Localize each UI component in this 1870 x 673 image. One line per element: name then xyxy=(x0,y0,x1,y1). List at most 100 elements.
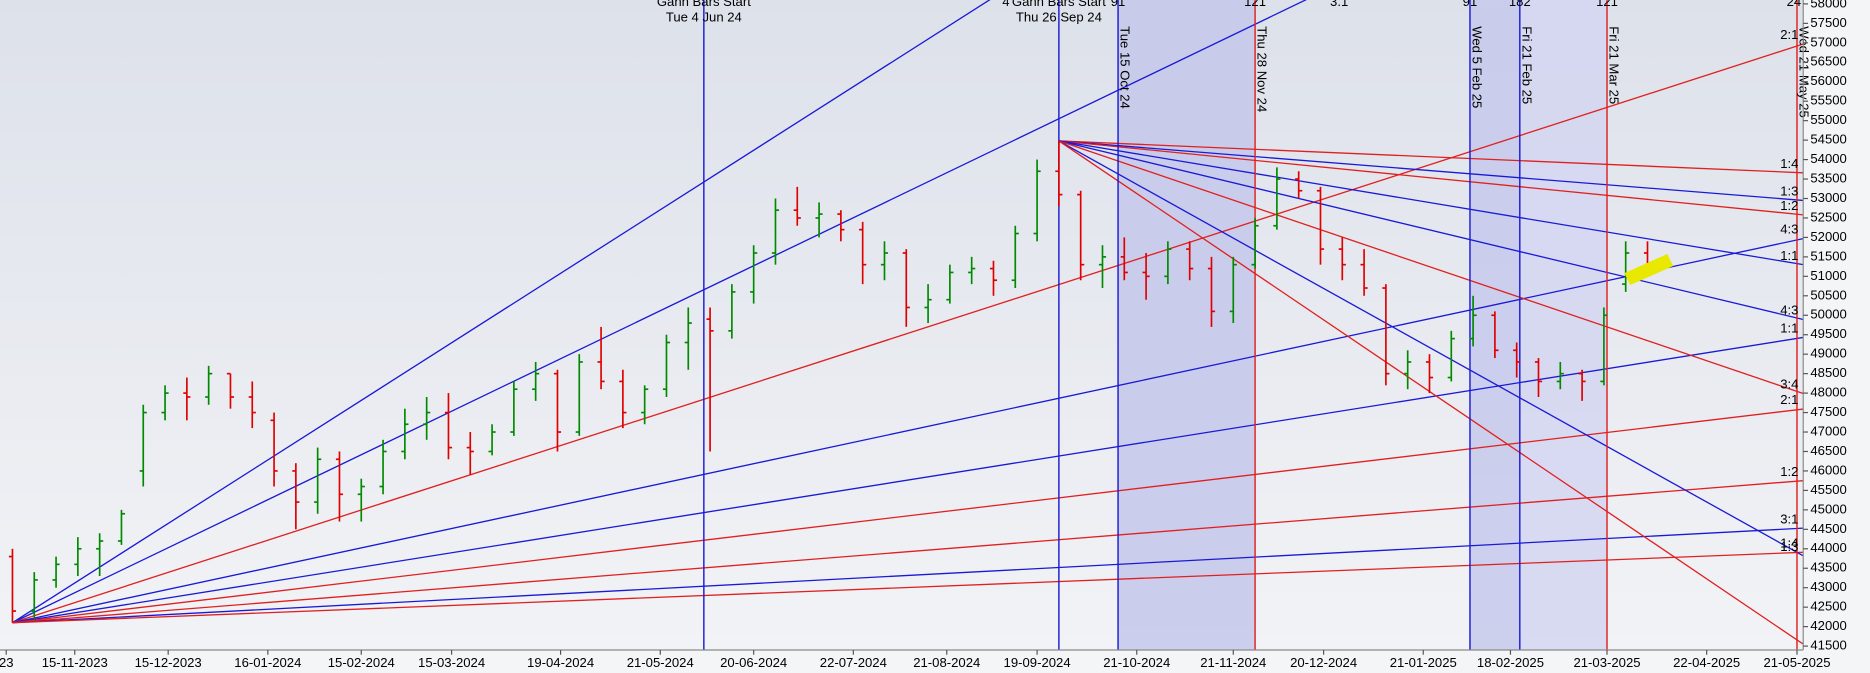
y-tick-label: 51500 xyxy=(1810,248,1846,263)
ohlc-bar xyxy=(401,408,409,460)
gann-line xyxy=(12,408,1804,624)
gann-ratio-label: 1:3 xyxy=(1780,539,1798,554)
x-tick-label: 21-10-2024 xyxy=(1103,655,1170,670)
gann-line xyxy=(12,237,1804,624)
ohlc-bar xyxy=(1142,252,1150,300)
y-tick-label: 50500 xyxy=(1810,287,1846,302)
y-tick-label: 43500 xyxy=(1810,560,1846,575)
gann-line xyxy=(1058,140,1804,321)
y-tick-label: 45000 xyxy=(1810,501,1846,516)
ohlc-bar xyxy=(989,260,998,296)
ohlc-bar xyxy=(335,451,344,522)
x-tick-label: 21-03-2025 xyxy=(1573,655,1640,670)
gann-line xyxy=(12,0,1307,624)
gann-line xyxy=(1058,140,1804,174)
ohlc-bar xyxy=(52,556,60,588)
ohlc-bar xyxy=(292,463,300,530)
y-tick-label: 45500 xyxy=(1810,482,1846,497)
ohlc-bar xyxy=(1011,225,1019,289)
gann-ratio-label: 1:3 xyxy=(1780,184,1798,199)
y-tick-label: 51000 xyxy=(1810,268,1846,283)
ohlc-bar xyxy=(1534,358,1543,397)
x-tick-label: 21-01-2025 xyxy=(1390,655,1457,670)
ohlc-bar xyxy=(1491,311,1499,359)
ohlc-bar xyxy=(1077,190,1085,281)
ohlc-bar xyxy=(357,478,365,522)
ohlc-bar xyxy=(226,372,235,409)
x-tick-label: 21-05-2024 xyxy=(627,655,694,670)
ohlc-bar xyxy=(1600,307,1608,386)
gann-ratio-label: 2:1 xyxy=(1780,392,1798,407)
y-tick-label: 44500 xyxy=(1810,521,1846,536)
ohlc-bar xyxy=(466,432,474,475)
annotations: 2:14:31:12:11:23:11:41:41:31:21:14:33:41… xyxy=(657,0,1812,554)
gann-ratio-label: 1:1 xyxy=(1780,248,1798,263)
shaded-zone xyxy=(1519,0,1608,650)
x-tick-label: 18-02-2025 xyxy=(1477,655,1544,670)
gann-line xyxy=(1058,140,1804,202)
ohlc-bar xyxy=(1316,186,1325,265)
ohlc-bar xyxy=(314,447,322,514)
y-tick-label: 50000 xyxy=(1810,307,1846,322)
x-tick-label: 15-11-2023 xyxy=(42,655,108,670)
vline-label: Wed 21 May 25 xyxy=(1796,26,1811,118)
ohlc-bar xyxy=(205,365,213,405)
y-tick-label: 54000 xyxy=(1810,151,1846,166)
ohlc-bar xyxy=(1186,241,1194,281)
x-tick-label: 15-02-2024 xyxy=(328,655,395,670)
y-tick-label: 56000 xyxy=(1810,73,1846,88)
ohlc-bar xyxy=(793,186,801,226)
vline-count: 121 xyxy=(1596,0,1618,9)
y-tick-label: 49000 xyxy=(1810,346,1846,361)
ohlc-bar xyxy=(1098,245,1107,289)
gann-ratio-label: 1:4 xyxy=(1780,156,1798,171)
gann-line xyxy=(12,551,1804,624)
ohlc-bar xyxy=(728,284,736,339)
x-tick-label: 20-12-2024 xyxy=(1290,655,1357,670)
shaded-zone xyxy=(1118,0,1256,650)
ohlc-bar xyxy=(488,424,496,456)
x-tick-label: 15-03-2024 xyxy=(418,655,485,670)
ohlc-bar xyxy=(1556,361,1564,390)
y-tick-label: 42000 xyxy=(1810,618,1846,633)
ohlc-bar xyxy=(641,385,649,425)
ohlc-bar xyxy=(662,334,671,397)
gann-line xyxy=(1058,140,1804,645)
ohlc-bar xyxy=(1229,256,1237,324)
y-tick-label: 52000 xyxy=(1810,229,1846,244)
ohlc-bar xyxy=(1360,249,1368,296)
x-tick-label: 19-09-2024 xyxy=(1004,655,1071,670)
ohlc-bar xyxy=(1033,159,1041,242)
ohlc-bar xyxy=(1622,241,1630,292)
gann-ratio-label: 1:4 xyxy=(1780,535,1798,550)
ohlc-bar xyxy=(946,264,954,304)
ohlc-bar xyxy=(837,210,845,242)
top-label: 4 xyxy=(1002,0,1009,9)
ohlc-bar xyxy=(1295,171,1303,199)
price-bars xyxy=(8,140,1652,623)
y-tick-label: 47000 xyxy=(1810,423,1846,438)
gann-ratio-label: 3:1 xyxy=(1780,511,1798,526)
vline-count: 182 xyxy=(1509,0,1531,9)
y-tick-label: 53000 xyxy=(1810,190,1846,205)
y-tick-label: 44000 xyxy=(1810,540,1846,555)
x-tick-label: 22-07-2024 xyxy=(820,655,887,670)
x-tick-label: 21-08-2024 xyxy=(913,655,980,670)
ohlc-bar xyxy=(1469,295,1477,347)
ohlc-bar xyxy=(684,307,692,370)
ohlc-bar xyxy=(1425,354,1434,394)
gann-ratio-label: 1:2 xyxy=(1780,198,1798,213)
ohlc-bar xyxy=(553,369,562,452)
ohlc-bar xyxy=(706,307,714,452)
vline-label: Tue 15 Oct 24 xyxy=(1118,26,1133,109)
ohlc-bar xyxy=(8,548,17,623)
y-tick-label: 49500 xyxy=(1810,326,1846,341)
gann-ratio-label: 3:4 xyxy=(1780,377,1798,392)
ohlc-bar xyxy=(161,385,169,421)
ohlc-bar xyxy=(924,284,932,324)
gann-lines xyxy=(12,0,1804,650)
gann-ratio-label: 2:1 xyxy=(1780,27,1798,42)
ohlc-bar xyxy=(597,326,605,390)
